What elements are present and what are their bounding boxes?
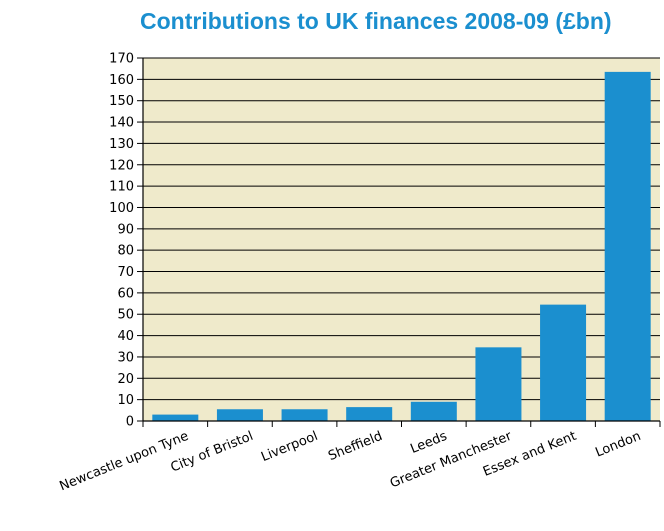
y-tick-label: 50 bbox=[117, 308, 134, 323]
bar bbox=[346, 407, 393, 421]
y-tick-label: 100 bbox=[109, 201, 134, 216]
y-axis: 0 10 20 30 40 50 60 70 80 90 100 110 120 130 140 150 160… bbox=[109, 52, 144, 430]
y-tick-label: 160 bbox=[109, 73, 134, 88]
y-tick-label: 0 bbox=[126, 415, 134, 430]
x-tick-label: Sheffield bbox=[326, 429, 384, 464]
y-tick-label: 60 bbox=[117, 286, 134, 301]
x-tick-label: Leeds bbox=[408, 429, 449, 457]
x-tick-label: Liverpool bbox=[259, 429, 320, 465]
y-tick-label: 110 bbox=[109, 180, 134, 195]
y-tick-label: 90 bbox=[117, 222, 134, 237]
y-tick-label: 30 bbox=[117, 350, 134, 365]
y-tick-label: 70 bbox=[117, 265, 134, 280]
bar bbox=[281, 409, 328, 421]
y-tick-label: 150 bbox=[109, 94, 134, 109]
y-tick-label: 130 bbox=[109, 137, 134, 152]
chart-title: Contributions to UK finances 2008-09 (£b… bbox=[140, 8, 612, 34]
y-tick-label: 170 bbox=[109, 52, 134, 67]
y-tick-label: 120 bbox=[109, 158, 134, 173]
y-tick-label: 40 bbox=[117, 329, 134, 344]
y-tick-label: 140 bbox=[109, 116, 134, 131]
gridlines bbox=[143, 57, 660, 422]
y-tick-label: 80 bbox=[117, 244, 134, 259]
bar bbox=[540, 304, 587, 421]
bar bbox=[475, 347, 522, 421]
bar bbox=[152, 414, 199, 421]
bar bbox=[410, 401, 457, 421]
bar bbox=[216, 409, 263, 421]
bar bbox=[604, 71, 651, 422]
y-tick-label: 10 bbox=[117, 393, 134, 408]
x-tick-label: London bbox=[593, 429, 643, 461]
bars bbox=[152, 71, 651, 422]
y-tick-label: 20 bbox=[117, 372, 134, 387]
